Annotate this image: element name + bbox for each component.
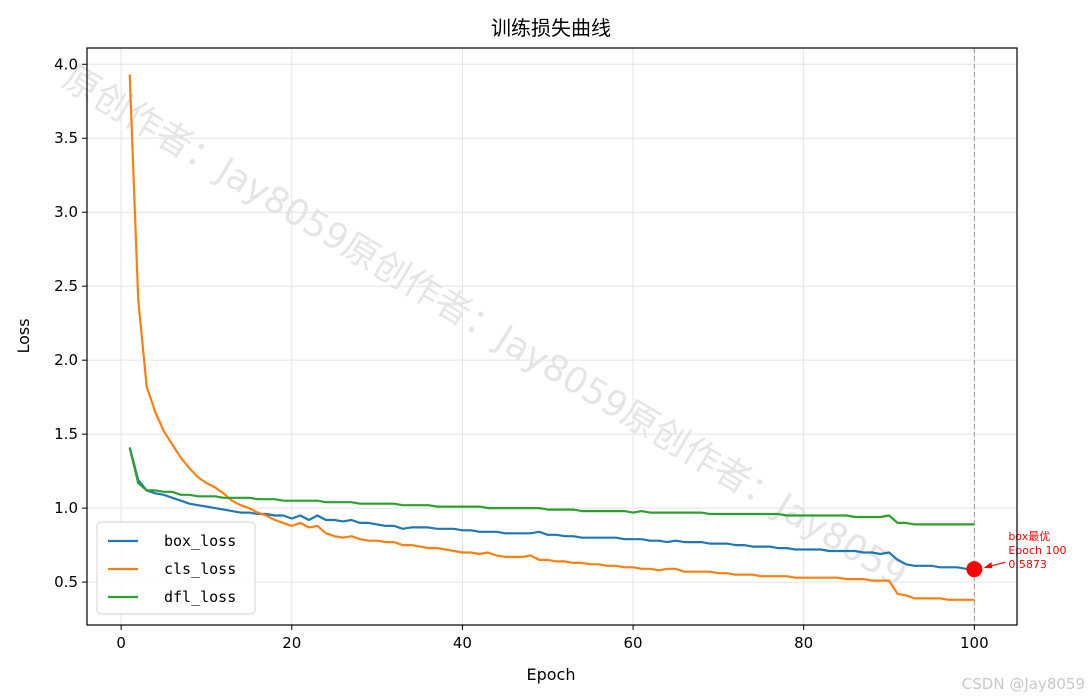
- x-tick-label: 80: [794, 634, 813, 652]
- x-tick-label: 20: [282, 634, 301, 652]
- y-tick-label: 1.5: [54, 425, 78, 443]
- x-tick-label: 40: [453, 634, 472, 652]
- y-tick-label: 1.0: [54, 499, 78, 517]
- axis-ticks: 0 20 40 60 80 100 0.5 1.0 1.5 2.0 2.5 3.0 3.5 4.0: [54, 55, 989, 652]
- csdn-credit: CSDN @Jay8059: [962, 675, 1085, 693]
- y-tick-label: 4.0: [54, 55, 78, 73]
- legend-label: dfl_loss: [164, 588, 236, 606]
- annotation-arrow-head: [983, 562, 993, 569]
- annotation-line: 0.5873: [1008, 558, 1047, 571]
- grid: [87, 48, 1017, 625]
- x-tick-label: 0: [116, 634, 126, 652]
- annotation-line: box最优: [1008, 530, 1050, 543]
- series-line-box-loss: [128, 447, 975, 571]
- y-tick-label: 3.0: [54, 203, 78, 221]
- legend-label: box_loss: [164, 532, 236, 550]
- annotation-line: Epoch 100: [1008, 544, 1066, 557]
- y-tick-label: 3.5: [54, 129, 78, 147]
- series-line-dfl-loss: [128, 447, 975, 526]
- series-lines: [128, 74, 975, 601]
- chart-title: 训练损失曲线: [491, 16, 611, 40]
- x-tick-label: 60: [624, 634, 643, 652]
- plot-frame: [86, 47, 1018, 626]
- best-point-marker: [966, 561, 983, 578]
- y-tick-label: 2.5: [54, 277, 78, 295]
- y-tick-label: 0.5: [54, 573, 78, 591]
- legend-label: cls_loss: [164, 560, 236, 578]
- legend: box_loss cls_loss dfl_loss: [96, 521, 256, 615]
- y-tick-label: 2.0: [54, 351, 78, 369]
- x-tick-label: 100: [960, 634, 989, 652]
- series-line-cls-loss: [128, 74, 975, 601]
- x-axis-label: Epoch: [527, 665, 576, 684]
- y-axis-label: Loss: [14, 318, 33, 353]
- legend-box: [96, 521, 256, 615]
